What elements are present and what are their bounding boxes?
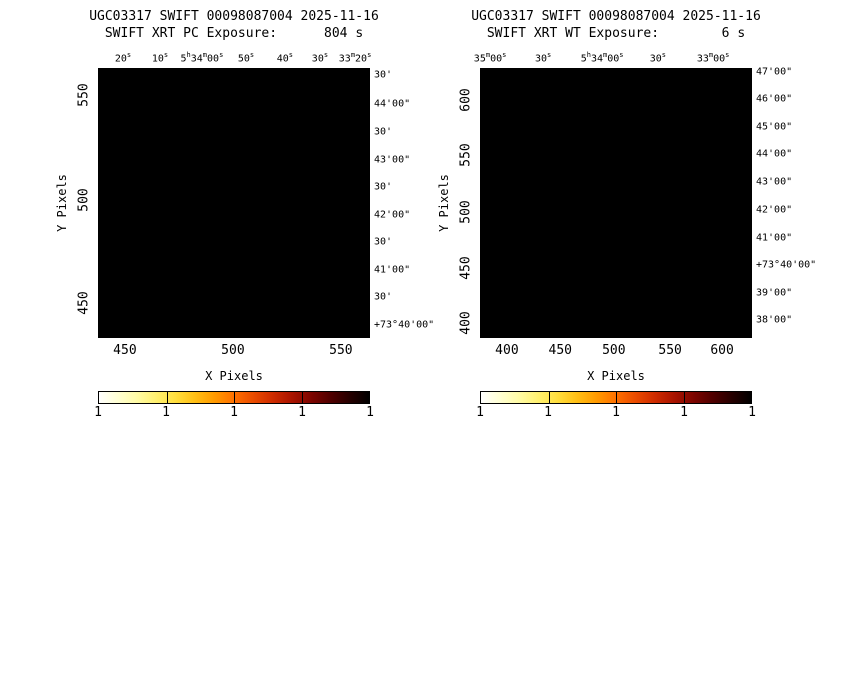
ra-tick-label: 30s [534, 51, 552, 65]
colorbar-tick-label: 1 [544, 405, 552, 420]
y-tick-label: 500 [76, 188, 92, 212]
ra-tick-label: 5h34m00s [580, 51, 624, 65]
colorbar-tick-line [234, 392, 235, 403]
x-tick-label: 450 [113, 343, 137, 358]
ra-tick-label: 33m00s [696, 51, 730, 65]
dec-tick-label: 46'00" [756, 93, 793, 105]
exposure-subtitle: SWIFT XRT PC Exposure: 804 s [104, 26, 364, 41]
x-tick-label: 550 [329, 343, 353, 358]
colorbar [480, 391, 752, 404]
colorbar-tick-label: 1 [94, 405, 102, 420]
colorbar-tick-line [301, 392, 303, 403]
colorbar-tick-line [616, 392, 617, 403]
x-axis-label: X Pixels [205, 369, 263, 383]
colorbar-tick-label: 1 [230, 405, 238, 420]
colorbar-tick-label: 1 [162, 405, 170, 420]
dec-tick-label: 47'00" [756, 66, 793, 78]
colorbar-tick-line [548, 392, 550, 403]
dec-tick-label: 44'00" [374, 98, 411, 110]
dec-tick-label: 30' [374, 181, 393, 193]
ra-tick-label: 10s [151, 51, 169, 65]
ra-tick-label: 40s [276, 51, 293, 65]
dec-tick-label: 30' [374, 236, 393, 248]
dec-tick-label: 44'00" [756, 148, 793, 160]
colorbar-tick-line [683, 392, 685, 403]
ra-tick-label: 30s [649, 51, 667, 65]
image-plot-area [480, 68, 752, 338]
ra-tick-label: 50s [237, 51, 255, 65]
y-tick-label: 400 [458, 311, 474, 335]
dec-tick-label: 38'00" [756, 314, 793, 326]
dec-tick-label: 45'00" [756, 121, 793, 133]
exposure-subtitle: SWIFT XRT WT Exposure: 6 s [486, 26, 746, 41]
colorbar-tick-label: 1 [366, 405, 374, 420]
colorbar-tick-label: 1 [476, 405, 484, 420]
page-title: UGC03317 SWIFT 00098087004 2025-11-16 [471, 9, 761, 24]
page-title: UGC03317 SWIFT 00098087004 2025-11-16 [89, 9, 379, 24]
colorbar-tick-label: 1 [748, 405, 756, 420]
x-axis-label: X Pixels [587, 369, 645, 383]
x-tick-label: 500 [602, 343, 626, 358]
x-tick-label: 400 [495, 343, 519, 358]
panel-pc-exposure: UGC03317 SWIFT 00098087004 2025-11-16 SW… [0, 0, 468, 440]
y-tick-label: 450 [458, 256, 474, 280]
image-plot-area [98, 68, 370, 338]
dec-tick-label: 43'00" [374, 154, 411, 166]
y-tick-label: 450 [76, 291, 92, 315]
x-tick-label: 450 [548, 343, 572, 358]
colorbar [98, 391, 370, 404]
ra-tick-label: 5h34m00s [180, 51, 224, 65]
colorbar-tick-label: 1 [680, 405, 688, 420]
y-tick-label: 500 [458, 200, 474, 224]
ra-tick-label: 35m00s [473, 51, 507, 65]
ra-tick-label: 20s [114, 51, 132, 65]
colorbar-tick-label: 1 [298, 405, 306, 420]
panel-wt-exposure: UGC03317 SWIFT 00098087004 2025-11-16 SW… [382, 0, 850, 440]
dec-tick-label: 30' [374, 291, 393, 303]
ra-tick-label: 30s [311, 51, 329, 65]
dec-tick-label: 30' [374, 69, 393, 81]
dec-tick-label: 39'00" [756, 287, 793, 299]
dec-tick-label: 30' [374, 126, 393, 138]
y-axis-label: Y Pixels [437, 174, 451, 232]
ra-tick-label: 33m20s [338, 51, 372, 65]
y-axis-label: Y Pixels [55, 174, 69, 232]
y-tick-label: 550 [76, 83, 92, 107]
colorbar-tick-line [166, 392, 168, 403]
x-tick-label: 600 [710, 343, 734, 358]
dec-tick-label: 41'00" [374, 264, 411, 276]
dec-tick-label: +73°40'00" [756, 259, 817, 271]
colorbar-tick-label: 1 [612, 405, 620, 420]
dec-tick-label: 43'00" [756, 176, 793, 188]
dec-tick-label: 42'00" [374, 209, 411, 221]
dec-tick-label: 42'00" [756, 204, 793, 216]
x-tick-label: 500 [221, 343, 245, 358]
y-tick-label: 550 [458, 143, 474, 167]
dec-tick-label: +73°40'00" [374, 319, 435, 331]
y-tick-label: 600 [458, 88, 474, 112]
dec-tick-label: 41'00" [756, 232, 793, 244]
x-tick-label: 550 [658, 343, 682, 358]
